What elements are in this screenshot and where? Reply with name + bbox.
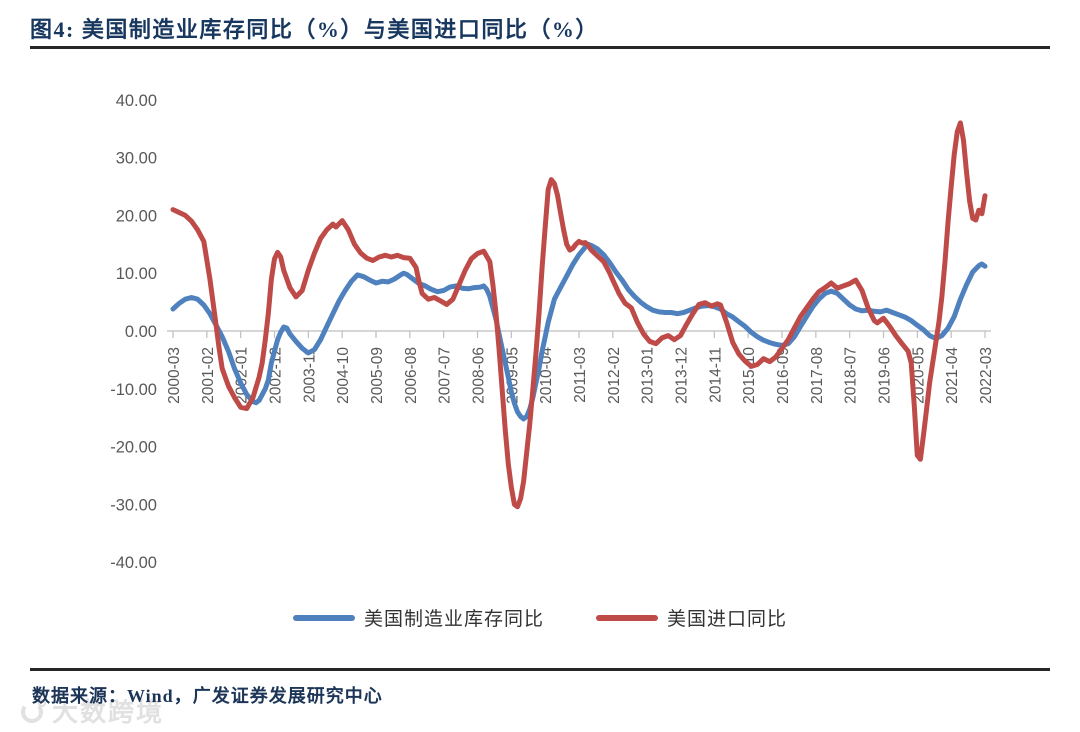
x-tick-label: 2014-11 — [707, 347, 724, 403]
x-tick-label: 2017-08 — [809, 347, 826, 404]
legend-label-imports: 美国进口同比 — [667, 609, 788, 630]
series-line-inventory — [170, 241, 988, 422]
series-line-imports — [170, 120, 988, 510]
chart-legend: 美国制造业库存同比 美国进口同比 — [0, 604, 1080, 631]
x-tick-label: 2018-07 — [843, 347, 860, 404]
legend-item-inventory: 美国制造业库存同比 — [292, 604, 544, 631]
watermark-logo-icon — [21, 698, 46, 723]
y-tick-label: 20.00 — [116, 207, 157, 225]
legend-label-inventory: 美国制造业库存同比 — [363, 609, 544, 630]
x-tick-label: 2006-08 — [403, 347, 420, 404]
y-tick-label: 0.00 — [125, 323, 157, 341]
x-tick-label: 2013-12 — [674, 347, 691, 404]
x-tick-label: 2001-02 — [200, 347, 217, 404]
y-tick-label: -10.00 — [110, 381, 157, 399]
x-tick-label: 2015-10 — [741, 347, 758, 404]
y-tick-label: -40.00 — [110, 554, 157, 572]
y-tick-label: -20.00 — [110, 439, 157, 457]
x-tick-label: 2011-03 — [572, 347, 589, 403]
x-tick-label: 2007-07 — [437, 347, 454, 404]
x-tick-label: 2022-03 — [978, 347, 995, 404]
watermark-text: 大数跨境 — [52, 697, 165, 727]
y-tick-label: -30.00 — [110, 496, 157, 514]
y-tick-label: 40.00 — [116, 92, 157, 110]
x-tick-label: 2021-04 — [944, 347, 961, 404]
y-tick-label: 10.00 — [116, 265, 157, 283]
figure-title: 图4: 美国制造业库存同比（%）与美国进口同比（%） — [30, 17, 599, 42]
legend-line-red — [596, 614, 658, 621]
x-tick-label: 2016-09 — [775, 347, 792, 404]
watermark: 大数跨境 — [20, 692, 164, 729]
x-tick-label: 2000-03 — [166, 347, 183, 404]
y-tick-label: 30.00 — [116, 150, 157, 168]
x-tick-label: 2003-11 — [301, 347, 318, 403]
data-source-note: 数据来源：Wind，广发证券发展研究中心 — [32, 686, 383, 706]
title-divider — [30, 46, 1050, 49]
x-tick-label: 2012-02 — [606, 347, 623, 404]
footer-divider — [30, 668, 1050, 671]
x-tick-label: 2019-06 — [877, 347, 894, 404]
legend-line-blue — [292, 614, 355, 621]
x-tick-label: 2004-10 — [335, 347, 352, 404]
legend-item-imports: 美国进口同比 — [596, 604, 787, 631]
x-tick-label: 2008-06 — [471, 347, 488, 404]
x-tick-label: 2013-01 — [640, 347, 657, 404]
x-tick-label: 2005-09 — [369, 347, 386, 404]
